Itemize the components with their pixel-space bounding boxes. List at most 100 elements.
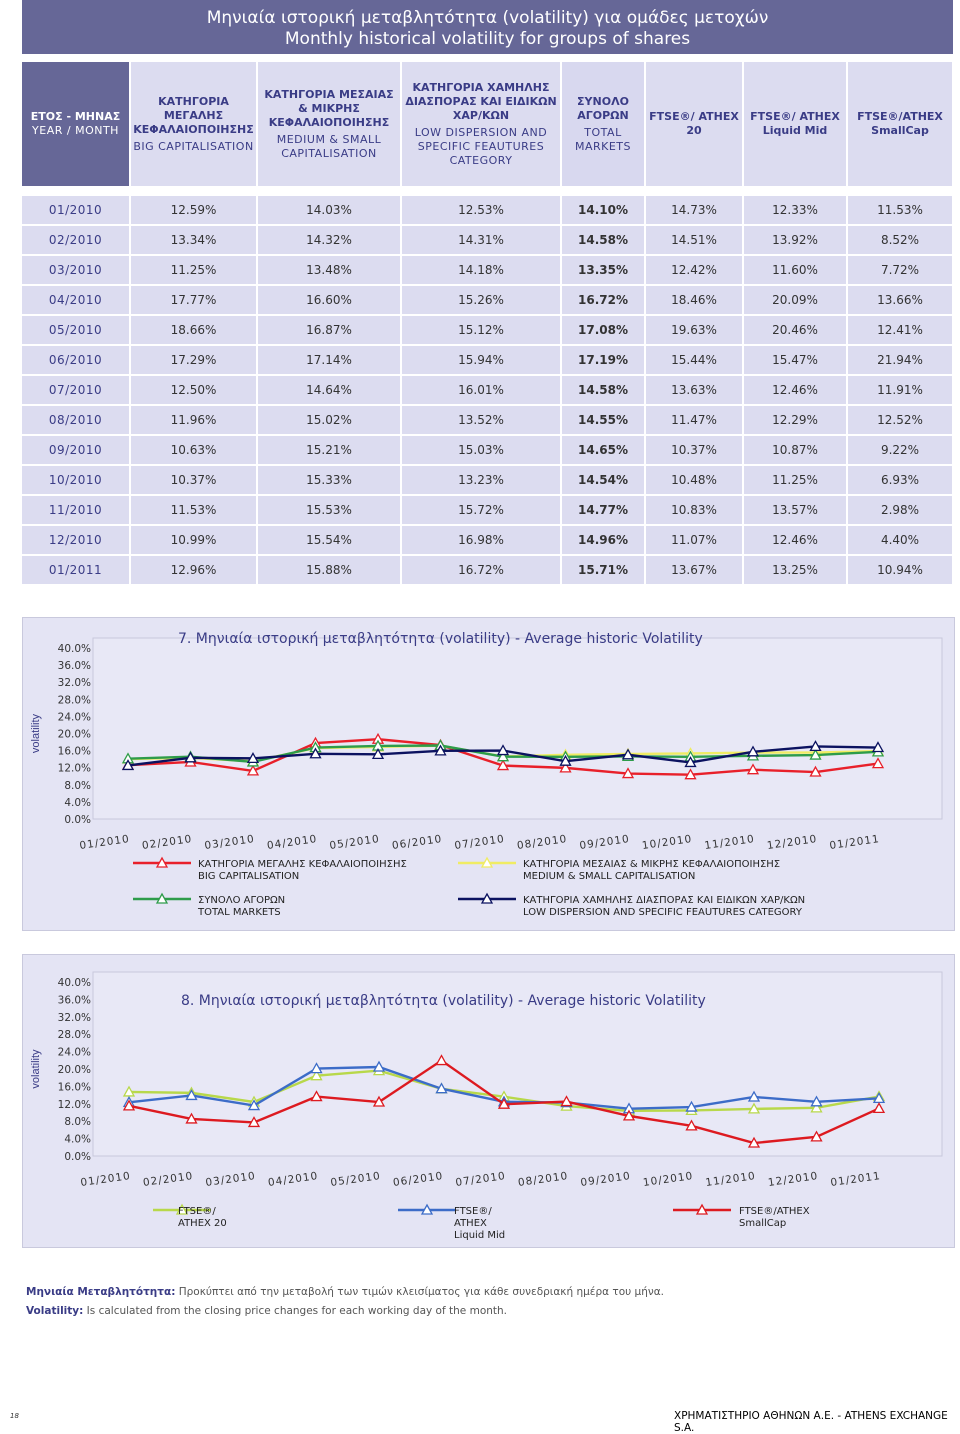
legend-label: FTSE®/ATHEX [739,1206,810,1217]
column-header-greek: ΚΑΤΗΓΟΡΙΑ ΧΑΜΗΛΗΣ ΔΙΑΣΠΟΡΑΣ ΚΑΙ ΕΙΔΙΚΩΝ … [405,80,557,122]
legend-swatch-marker [155,892,169,904]
column-header-greek: FTSE®/ ATHEX Liquid Mid [750,110,840,137]
y-tick-label: 24.0% [58,1047,91,1059]
chart-title: 7. Μηνιαία ιστορική μεταβλητότητα (volat… [178,631,703,647]
value-cell: 10.37% [645,434,744,465]
table-row: 05/2010 18.66% 16.87% 15.12% 17.08% 19.63% 20.… [22,314,954,345]
value-cell: 14.03% [257,186,402,225]
table-row: 10/2010 10.37% 15.33% 13.23% 14.54% 10.48% 11.… [22,464,954,495]
column-header-5: FTSE®/ ATHEX 20 [645,62,744,191]
data-point [621,748,635,760]
note-greek: Μηνιαία Μεταβλητότητα: Προκύπτει από την… [26,1286,664,1298]
value-cell: 7.72% [847,254,954,285]
y-tick-label: 4.0% [64,1134,91,1146]
value-cell: 13.52% [401,404,562,435]
y-tick-label: 20.0% [58,729,91,741]
plot-area [92,637,943,820]
x-tick-label: 12/2010 [767,1170,819,1189]
chart-8-panel: volatility 0.0% 4.0% 8.0% 12.0% 16.0% 20.0% 24.… [22,954,955,1248]
x-tick-label: 04/2010 [267,1170,319,1189]
x-tick-label: 09/2010 [580,1170,632,1189]
y-tick-label: 0.0% [64,1151,91,1163]
value-cell: 17.29% [130,344,258,375]
value-cell: 14.32% [257,224,402,255]
data-point [622,1109,636,1121]
column-header-english: TOTAL MARKETS [574,125,632,153]
value-cell: 14.31% [401,224,562,255]
data-point [121,759,135,771]
data-point [560,1095,573,1107]
value-cell: 9.22% [847,434,954,465]
legend-label: FTSE®/ [454,1206,492,1217]
value-cell: 20.09% [743,284,848,315]
table-row: 04/2010 17.77% 16.60% 15.26% 16.72% 18.46% 20.… [22,284,954,315]
data-point [747,1136,761,1148]
y-tick-label: 16.0% [58,1081,91,1093]
month-cell: 09/2010 [22,434,131,465]
value-cell: 14.65% [561,434,646,465]
value-cell: 13.25% [743,554,848,584]
x-tick-label: 05/2010 [330,1170,382,1189]
x-tick-label: 11/2010 [704,833,756,852]
y-tick-label: 4.0% [64,797,91,809]
legend-label: ΚΑΤΗΓΟΡΙΑ ΧΑΜΗΛΗΣ ΔΙΑΣΠΟΡΑΣ ΚΑΙ ΕΙΔΙΚΩΝ … [523,895,805,906]
value-cell: 20.46% [743,314,848,345]
y-tick-label: 12.0% [58,1099,91,1111]
value-cell: 14.58% [561,224,646,255]
column-header-greek: FTSE®/ATHEX SmallCap [857,110,943,137]
table-row: 11/2010 11.53% 15.53% 15.72% 14.77% 10.83% 13.… [22,494,954,525]
x-tick-label: 10/2010 [641,833,693,852]
value-cell: 10.37% [130,464,258,495]
data-point [247,1116,261,1128]
legend-label: BIG CAPITALISATION [198,871,299,882]
month-cell: 01/2011 [22,554,131,584]
title-english: Monthly historical volatility for groups… [284,29,691,49]
value-cell: 13.34% [130,224,258,255]
table-row: 02/2010 13.34% 14.32% 14.31% 14.58% 14.51% 13.… [22,224,954,255]
value-cell: 10.99% [130,524,258,555]
value-cell: 13.66% [847,284,954,315]
chart-7-panel: volatility 0.0% 4.0% 8.0% 12.0% 16.0% 20.0% 24.… [22,617,955,931]
chart-8: volatility 0.0% 4.0% 8.0% 12.0% 16.0% 20.0% 24.… [30,971,943,1241]
data-point [685,1119,698,1131]
legend-label: ATHEX [454,1218,487,1229]
data-point [810,1101,823,1113]
data-point [122,1099,136,1111]
y-tick-label: 16.0% [58,746,91,758]
value-cell: 15.54% [257,524,402,555]
value-cell: 12.33% [743,186,848,225]
table-header-row: ΕΤΟΣ - ΜΗΝΑΣ YEAR / MONTH ΚΑΤΗΓΟΡΙΑ ΜΕΓΑΛΗ… [22,62,954,191]
table-body: 01/2010 12.59% 14.03% 12.53% 14.10% 14.73% 12.… [22,186,954,584]
month-cell: 03/2010 [22,254,131,285]
value-cell: 12.52% [847,404,954,435]
value-cell: 8.52% [847,224,954,255]
data-point [810,1095,823,1107]
value-cell: 14.54% [561,464,646,495]
data-point [809,740,822,752]
note-greek-text: Προκύπτει από την μεταβολή των τιμών κλε… [175,1286,664,1298]
value-cell: 11.47% [645,404,744,435]
table-row: 08/2010 11.96% 15.02% 13.52% 14.55% 11.47% 12.… [22,404,954,435]
data-point [809,765,822,777]
value-cell: 10.83% [645,494,744,525]
value-cell: 14.18% [401,254,562,285]
month-cell: 01/2010 [22,186,131,225]
column-header-0: ΕΤΟΣ - ΜΗΝΑΣ YEAR / MONTH [22,62,131,191]
x-tick-label: 01/2010 [79,833,131,852]
value-cell: 15.44% [645,344,744,375]
legend-swatch-marker [155,856,169,868]
x-tick-label: 01/2011 [830,1170,882,1189]
table-row: 01/2011 12.96% 15.88% 16.72% 15.71% 13.67% 13.… [22,554,954,584]
data-point [185,1112,198,1124]
x-tick-label: 03/2010 [204,833,256,852]
data-point [372,1095,386,1107]
value-cell: 17.77% [130,284,258,315]
data-point [434,744,447,756]
value-cell: 16.01% [401,374,562,405]
value-cell: 16.87% [257,314,402,345]
value-cell: 12.46% [743,374,848,405]
x-tick-label: 07/2010 [455,1170,507,1189]
value-cell: 13.63% [645,374,744,405]
legend-swatch-marker [695,1203,709,1215]
data-point [184,751,197,763]
